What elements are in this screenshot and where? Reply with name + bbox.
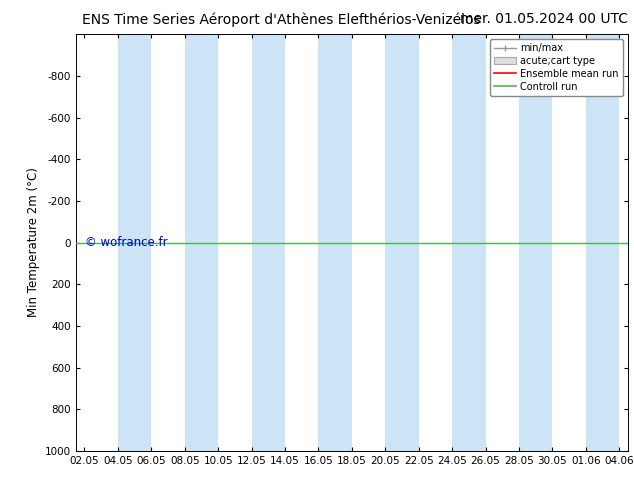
Bar — [385, 34, 418, 451]
Bar — [452, 34, 486, 451]
Text: ENS Time Series Aéroport d'Athènes Elefthérios-Venizélos: ENS Time Series Aéroport d'Athènes Eleft… — [82, 12, 481, 27]
Bar — [519, 34, 552, 451]
Legend: min/max, acute;cart type, Ensemble mean run, Controll run: min/max, acute;cart type, Ensemble mean … — [490, 39, 623, 96]
Text: mer. 01.05.2024 00 UTC: mer. 01.05.2024 00 UTC — [460, 12, 628, 26]
Bar — [184, 34, 218, 451]
Bar — [252, 34, 285, 451]
Y-axis label: Min Temperature 2m (°C): Min Temperature 2m (°C) — [27, 168, 39, 318]
Bar — [318, 34, 352, 451]
Bar — [118, 34, 152, 451]
Bar — [586, 34, 619, 451]
Text: © wofrance.fr: © wofrance.fr — [84, 236, 167, 249]
